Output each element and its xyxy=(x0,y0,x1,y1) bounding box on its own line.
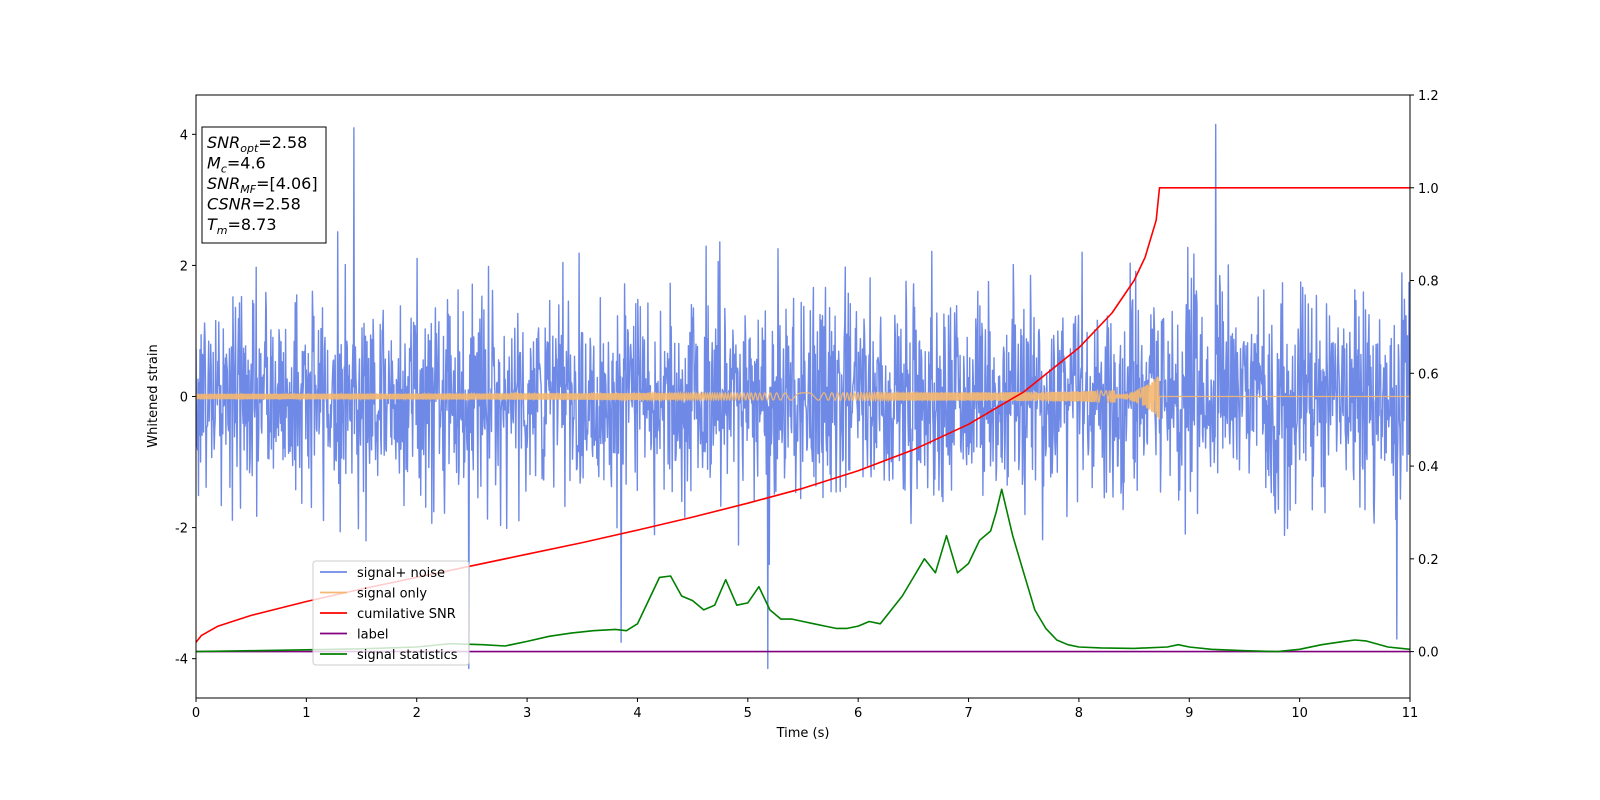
legend-label: label xyxy=(357,628,388,643)
series-signal-only xyxy=(196,376,1410,420)
y-right-tick-label: 1.2 xyxy=(1418,89,1439,104)
info-box-frame xyxy=(201,126,327,244)
info-lines: SNRopt=2.58Mc=4.6SNRMF=[4.06]CSNR=2.58Tm… xyxy=(207,133,318,237)
info-line: SNRMF=[4.06] xyxy=(207,174,318,196)
legend-label: signal+ noise xyxy=(357,566,445,581)
y-axis-label: Whitened strain xyxy=(146,344,161,447)
legend-label: signal statistics xyxy=(357,648,458,663)
x-tick-label: 3 xyxy=(523,706,531,721)
x-axis-label: Time (s) xyxy=(776,726,830,741)
y-right-tick-label: 0.4 xyxy=(1418,460,1439,475)
series-signal-statistics xyxy=(196,488,1410,653)
x-tick-label: 6 xyxy=(854,706,862,721)
legend-frame xyxy=(312,560,470,666)
y-left-tick-label: 2 xyxy=(180,259,188,274)
x-tick-label: 8 xyxy=(1075,706,1083,721)
x-tick-label: 0 xyxy=(192,706,200,721)
x-tick-label: 9 xyxy=(1185,706,1193,721)
legend-entries: signal+ noise signal only cumilative SNR la… xyxy=(320,566,458,663)
y-right-tick-label: 0.8 xyxy=(1418,275,1439,290)
y-right-tick-label: 1.0 xyxy=(1418,182,1439,197)
info-line: SNRopt=2.58 xyxy=(207,133,307,155)
info-box: SNRopt=2.58Mc=4.6SNRMF=[4.06]CSNR=2.58Tm… xyxy=(201,126,327,244)
legend-label: cumilative SNR xyxy=(357,607,456,622)
x-tick-label: 5 xyxy=(744,706,752,721)
x-tick-label: 4 xyxy=(633,706,641,721)
y-left-tick-label: -4 xyxy=(175,653,188,668)
y-left-tick-label: 4 xyxy=(180,128,188,143)
series-signal-noise xyxy=(196,123,1410,670)
x-tick-label: 1 xyxy=(302,706,310,721)
info-line: CSNR=2.58 xyxy=(207,195,301,214)
y-right-tick-label: 0.6 xyxy=(1418,367,1439,382)
x-tick-label: 2 xyxy=(413,706,421,721)
info-line: Mc=4.6 xyxy=(207,154,266,176)
info-line: Tm=8.73 xyxy=(207,215,277,237)
x-tick-label: 11 xyxy=(1402,706,1419,721)
x-tick-label: 7 xyxy=(964,706,972,721)
legend-label: signal only xyxy=(357,587,427,602)
y-right-tick-label: 0.0 xyxy=(1418,646,1439,661)
x-tick-label: 10 xyxy=(1291,706,1308,721)
legend: signal+ noise signal only cumilative SNR la… xyxy=(312,560,470,666)
y-left-tick-label: -2 xyxy=(175,522,188,537)
y-left-tick-label: 0 xyxy=(180,391,188,406)
axes-layer: 0 1 2 3 4 5 6 7 8 9 10 11 -4 -2 0 2 4 0.0 0.2 0.4 0.6 0.8 1.0 1… xyxy=(175,89,1439,721)
y-right-tick-label: 0.2 xyxy=(1418,553,1439,568)
